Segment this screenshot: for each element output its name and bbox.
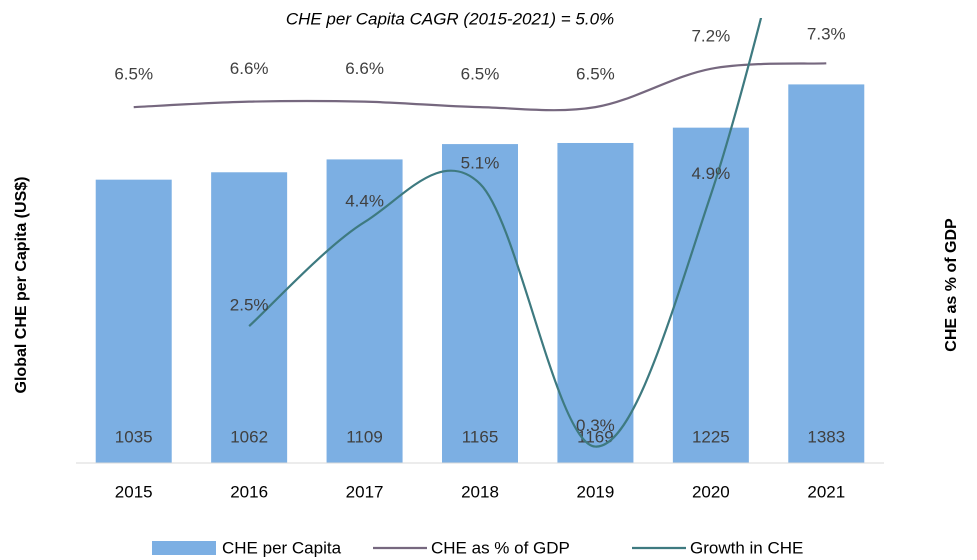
bar: [211, 172, 288, 463]
bar-value-label: 1383: [807, 427, 845, 446]
x-tick-label: 2015: [115, 482, 153, 501]
bar: [442, 144, 518, 464]
bar-value-label: 1062: [230, 427, 268, 446]
bar-value-label: 1225: [692, 427, 730, 446]
x-tick-label: 2016: [230, 482, 268, 501]
line-value-label: 6.6%: [230, 59, 269, 78]
line-value-label: 2.5%: [230, 296, 269, 315]
bar-value-label: 1109: [346, 427, 383, 446]
y-axis-title: Global CHE per Capita (US$): [13, 177, 30, 394]
legend: CHE per Capita CHE as % of GDP Growth in C…: [152, 538, 803, 557]
line: [248, 18, 763, 448]
y2-axis-title: CHE as % of GDP: [943, 218, 960, 352]
bar: [788, 84, 865, 463]
line-value-label: 4.9%: [691, 164, 730, 183]
bar: [326, 159, 403, 463]
x-tick-label: 2019: [577, 482, 615, 501]
legend-label: Growth in CHE: [690, 538, 803, 557]
bar: [672, 127, 749, 463]
bar-value-label: 1035: [115, 427, 153, 446]
line-value-label: 6.5%: [576, 65, 615, 84]
line-value-label: 6.5%: [114, 65, 153, 84]
bar: [557, 142, 634, 463]
x-tick-label: 2021: [807, 482, 845, 501]
legend-label: CHE as % of GDP: [431, 538, 570, 557]
legend-label: CHE per Capita: [222, 538, 342, 557]
legend-swatch: [152, 541, 216, 555]
line-value-label: 6.6%: [345, 59, 384, 78]
line: [133, 62, 827, 112]
x-tick-label: 2020: [692, 482, 730, 501]
line-value-label: 4.4%: [345, 192, 384, 211]
line-value-label: 7.3%: [807, 24, 846, 43]
x-tick-label: 2017: [346, 482, 384, 501]
x-tick-label: 2018: [461, 482, 499, 501]
line-value-label: 7.2%: [691, 26, 730, 45]
chart-title: CHE per Capita CAGR (2015-2021) = 5.0%: [286, 9, 614, 28]
bar: [95, 179, 172, 463]
line-value-label: 5.1%: [461, 153, 500, 172]
line-value-label: 6.5%: [461, 65, 500, 84]
line-value-label: 0.3%: [576, 416, 615, 435]
bar-value-label: 1165: [462, 427, 499, 446]
